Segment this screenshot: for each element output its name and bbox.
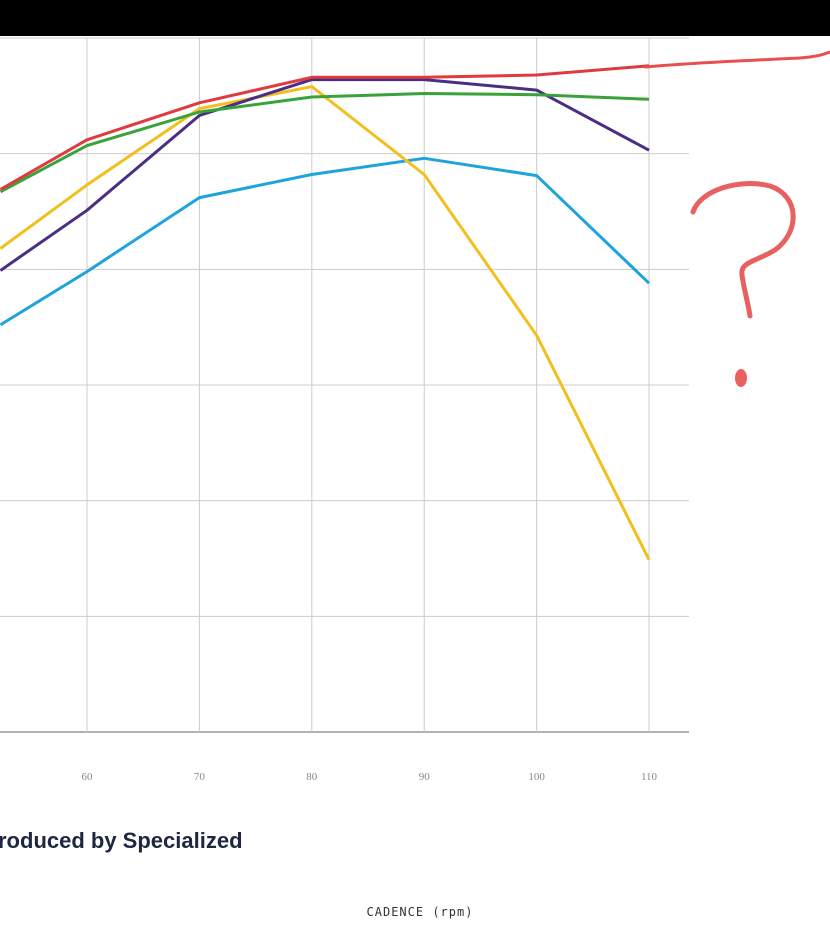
top-bar <box>0 0 830 36</box>
x-tick-label: 110 <box>641 771 658 783</box>
handwritten-dot <box>735 369 747 387</box>
x-tick-label: 80 <box>306 771 318 783</box>
x-tick-label: 100 <box>528 771 545 783</box>
lines <box>0 64 651 561</box>
series-line <box>0 64 650 191</box>
chart-title: roduced by Specialized <box>0 828 243 853</box>
handwritten-question-mark <box>690 181 796 319</box>
series-line <box>0 156 651 327</box>
grid <box>0 37 690 733</box>
series-line <box>0 92 650 194</box>
ticks: 60 70 80 90 100 110 <box>82 771 658 783</box>
x-tick-label: 60 <box>82 771 94 783</box>
series-line <box>0 78 650 272</box>
x-tick-label: 90 <box>419 771 431 783</box>
x-axis-label: CADENCE (rpm) <box>367 905 474 919</box>
x-tick-label: 70 <box>194 771 206 783</box>
handwritten-arrow <box>643 50 830 69</box>
series-line <box>0 85 651 561</box>
